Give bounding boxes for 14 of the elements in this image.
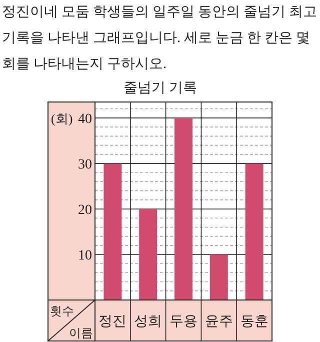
y-tick-label: 40 (78, 112, 92, 127)
chart-title: 줄넘기 기록 (123, 81, 197, 96)
x-tick-label: 두용 (170, 314, 198, 330)
x-tick-label: 동훈 (240, 314, 268, 330)
x-axis-title: 이름 (69, 326, 93, 340)
x-tick-label: 성희 (134, 314, 162, 330)
x-tick-label: 정진 (98, 314, 127, 330)
y-tick-label: 10 (78, 248, 92, 264)
y-tick-label: 20 (78, 202, 92, 218)
text: 횟수 (50, 304, 74, 318)
y-tick-label: 30 (78, 157, 92, 172)
x-tick-label: 윤주 (204, 314, 233, 330)
text: 정진이네 모둠 학생들의 일주일 동안의 줄넘기 최고 기록을 나타낸 그래프입니다. 세로 눈금 한 칸은 몇 회를 나타내는지 구하시오. (2, 4, 318, 74)
y-axis-title: (회) (51, 110, 73, 126)
